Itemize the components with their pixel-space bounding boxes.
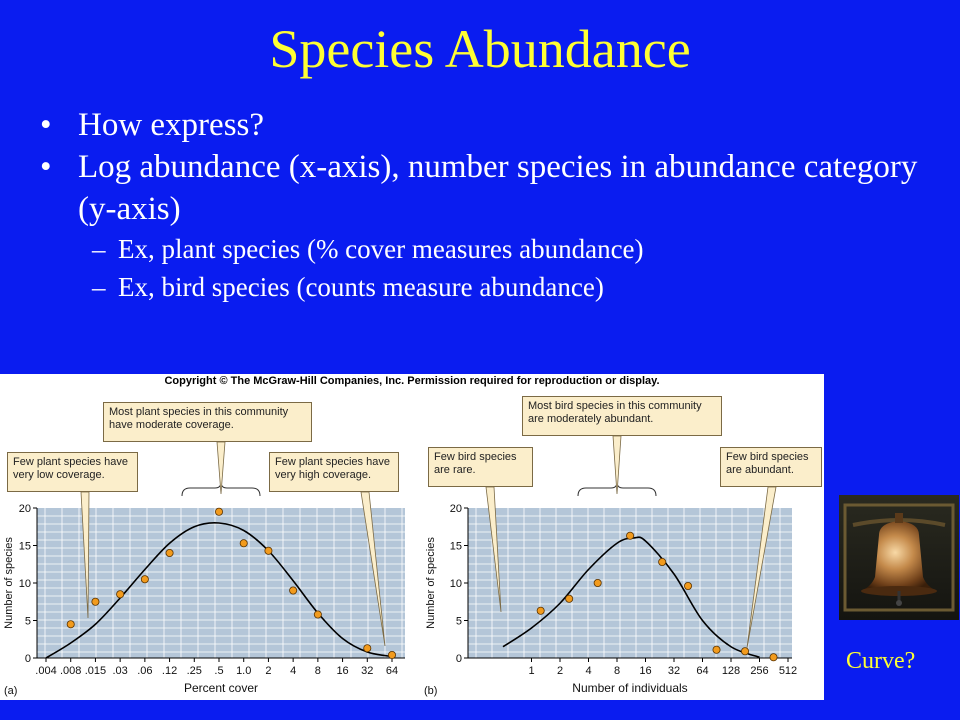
y-tick-label: 20 xyxy=(450,503,462,515)
callout-moderate-coverage: Most plant species in this community hav… xyxy=(103,402,312,442)
panel-label: (b) xyxy=(424,685,437,697)
x-tick-label: 16 xyxy=(336,665,348,677)
plot-area xyxy=(37,508,405,658)
x-tick-label: 16 xyxy=(639,665,651,677)
x-tick-label: .004 xyxy=(35,665,56,677)
y-axis-label: Number of species xyxy=(3,537,15,629)
data-point xyxy=(289,586,298,595)
sub-bullet-text: Ex, plant species (% cover measures abun… xyxy=(118,234,644,264)
x-tick-label: 32 xyxy=(361,665,373,677)
y-tick-label: 10 xyxy=(19,578,31,590)
data-point xyxy=(264,546,273,555)
callout-low-coverage: Few plant species have very low coverage… xyxy=(7,452,138,492)
x-tick-label: 1 xyxy=(528,665,534,677)
data-point xyxy=(165,548,174,557)
bullet-item: • How express? xyxy=(40,104,920,146)
callout-moderately-abundant: Most bird species in this community are … xyxy=(522,396,722,436)
callout-rare-birds: Few bird species are rare. xyxy=(428,447,533,487)
curve-question: Curve? xyxy=(846,648,916,674)
y-axis-label: Number of species xyxy=(425,537,437,629)
data-point xyxy=(769,653,778,662)
sub-bullet-dash: – xyxy=(92,272,106,302)
y-tick-label: 0 xyxy=(25,653,31,665)
data-point xyxy=(684,581,693,590)
callout-pointer xyxy=(485,486,502,613)
callout-high-coverage: Few plant species have very high coverag… xyxy=(269,452,399,492)
data-point xyxy=(116,590,125,599)
x-tick-label: 256 xyxy=(750,665,768,677)
data-point xyxy=(565,594,574,603)
y-tick-label: 20 xyxy=(19,503,31,515)
x-tick-label: 2 xyxy=(265,665,271,677)
bullet-dot: • xyxy=(40,107,52,143)
callout-pointer xyxy=(80,491,90,619)
callout-pointer xyxy=(746,486,777,649)
figure: Copyright © The McGraw-Hill Companies, I… xyxy=(0,374,824,700)
bullet-text: How express? xyxy=(78,107,265,143)
y-tick-label: 5 xyxy=(25,616,31,628)
x-tick-label: 4 xyxy=(290,665,296,677)
y-tick-label: 15 xyxy=(19,541,31,553)
sub-bullet-dash: – xyxy=(92,234,106,264)
bell-image xyxy=(839,495,959,620)
panel-a-callouts: Most plant species in this community hav… xyxy=(0,374,824,700)
fit-curve xyxy=(502,536,760,659)
x-tick-label: 64 xyxy=(386,665,398,677)
data-point xyxy=(239,539,248,548)
data-point xyxy=(536,606,545,615)
data-point xyxy=(593,578,602,587)
x-axis-label: Percent cover xyxy=(184,681,258,695)
y-tick-label: 10 xyxy=(450,578,462,590)
data-point xyxy=(313,610,322,619)
sub-bullet-item: – Ex, bird species (counts measure abund… xyxy=(40,268,920,306)
data-point xyxy=(626,531,635,540)
sub-bullet-text: Ex, bird species (counts measure abundan… xyxy=(118,272,604,302)
x-tick-label: 64 xyxy=(696,665,708,677)
x-tick-label: .06 xyxy=(137,665,152,677)
bullet-item: • Log abundance (x-axis), number species… xyxy=(40,146,920,230)
x-tick-label: 8 xyxy=(315,665,321,677)
x-tick-label: 128 xyxy=(722,665,740,677)
data-point xyxy=(741,647,750,656)
x-axis-label: Number of individuals xyxy=(572,681,687,695)
callout-abundant-birds: Few bird species are abundant. xyxy=(720,447,822,487)
y-tick-label: 5 xyxy=(456,616,462,628)
x-tick-label: .5 xyxy=(214,665,223,677)
x-tick-label: 8 xyxy=(614,665,620,677)
bullet-dot: • xyxy=(40,149,52,185)
data-point xyxy=(363,644,372,653)
x-tick-label: 1.0 xyxy=(236,665,251,677)
panel-b-callouts: Most bird species in this community are … xyxy=(0,374,824,700)
panel-label: (a) xyxy=(4,685,17,697)
x-tick-label: 2 xyxy=(557,665,563,677)
x-tick-label: 32 xyxy=(668,665,680,677)
data-point xyxy=(658,557,667,566)
y-tick-label: 0 xyxy=(456,653,462,665)
data-point xyxy=(712,645,721,654)
x-tick-label: .25 xyxy=(187,665,202,677)
data-point xyxy=(140,575,149,584)
x-tick-label: .008 xyxy=(60,665,81,677)
sub-bullet-item: – Ex, plant species (% cover measures ab… xyxy=(40,230,920,268)
bullet-text: Log abundance (x-axis), number species i… xyxy=(78,149,918,227)
y-tick-label: 15 xyxy=(450,541,462,553)
data-point xyxy=(91,597,100,606)
x-tick-label: 512 xyxy=(779,665,797,677)
data-point xyxy=(214,507,223,516)
callout-pointer xyxy=(216,441,226,495)
data-point xyxy=(66,620,75,629)
fit-curve xyxy=(45,522,393,659)
x-tick-label: 4 xyxy=(585,665,591,677)
figure-copyright: Copyright © The McGraw-Hill Companies, I… xyxy=(164,375,660,387)
callout-pointer xyxy=(612,435,622,495)
x-tick-label: .015 xyxy=(85,665,106,677)
bullet-list: • How express? • Log abundance (x-axis),… xyxy=(40,104,920,306)
slide-title: Species Abundance xyxy=(269,19,691,79)
x-tick-label: .03 xyxy=(112,665,127,677)
data-point xyxy=(387,650,396,659)
x-tick-label: .12 xyxy=(162,665,177,677)
callout-pointer xyxy=(360,491,386,647)
